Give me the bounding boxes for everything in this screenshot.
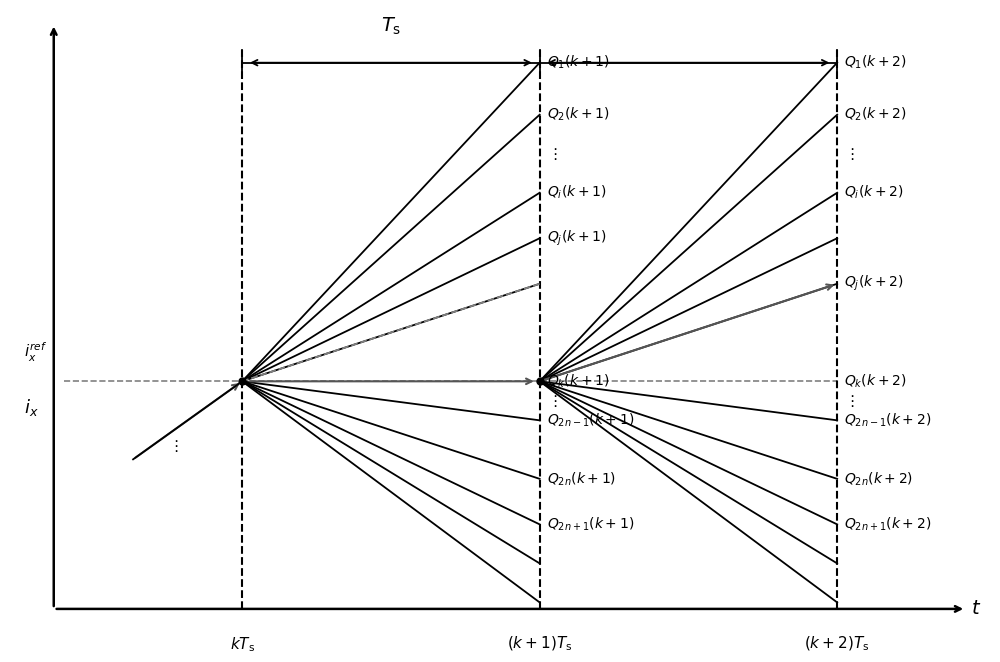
Text: $Q_{2n+1}(k+1)$: $Q_{2n+1}(k+1)$ xyxy=(547,516,634,533)
Text: $Q_1(k+1)$: $Q_1(k+1)$ xyxy=(547,54,610,71)
Text: $Q_j(k+1)$: $Q_j(k+1)$ xyxy=(547,228,606,248)
Text: $Q_{2n}(k+2)$: $Q_{2n}(k+2)$ xyxy=(844,470,913,487)
Text: $Q_{2n-1}(k+2)$: $Q_{2n-1}(k+2)$ xyxy=(844,412,931,429)
Text: $i_x$: $i_x$ xyxy=(24,397,39,418)
Text: $Q_{2n-1}(k+1)$: $Q_{2n-1}(k+1)$ xyxy=(547,412,634,429)
Text: $\vdots$: $\vdots$ xyxy=(844,393,854,409)
Text: $Q_i(k+1)$: $Q_i(k+1)$ xyxy=(547,184,606,201)
Text: $Q_2(k+1)$: $Q_2(k+1)$ xyxy=(547,106,610,123)
Text: $\vdots$: $\vdots$ xyxy=(547,146,557,162)
Text: $Q_{2n}(k+1)$: $Q_{2n}(k+1)$ xyxy=(547,470,616,487)
Text: $i_x^{ref}$: $i_x^{ref}$ xyxy=(24,340,47,363)
Text: $(k+2)T_{\mathrm{s}}$: $(k+2)T_{\mathrm{s}}$ xyxy=(804,635,870,653)
Text: $Q_k(k+1)$: $Q_k(k+1)$ xyxy=(547,373,609,390)
Text: $kT_{\mathrm{s}}$: $kT_{\mathrm{s}}$ xyxy=(230,635,255,653)
Text: $Q_1(k+2)$: $Q_1(k+2)$ xyxy=(844,54,907,71)
Text: $t$: $t$ xyxy=(971,599,981,618)
Text: $Q_{2n+1}(k+2)$: $Q_{2n+1}(k+2)$ xyxy=(844,516,931,533)
Text: $\vdots$: $\vdots$ xyxy=(844,146,854,162)
Text: $Q_2(k+2)$: $Q_2(k+2)$ xyxy=(844,106,907,123)
Text: $T_{\mathrm{s}}$: $T_{\mathrm{s}}$ xyxy=(381,15,401,36)
Text: $(k+1)T_{\mathrm{s}}$: $(k+1)T_{\mathrm{s}}$ xyxy=(507,635,572,653)
Text: $Q_k(k+2)$: $Q_k(k+2)$ xyxy=(844,373,907,390)
Text: $\vdots$: $\vdots$ xyxy=(168,438,178,454)
Text: $Q_i(k+2)$: $Q_i(k+2)$ xyxy=(844,184,904,201)
Text: $Q_j(k+2)$: $Q_j(k+2)$ xyxy=(844,274,904,293)
Text: $\vdots$: $\vdots$ xyxy=(547,393,557,409)
